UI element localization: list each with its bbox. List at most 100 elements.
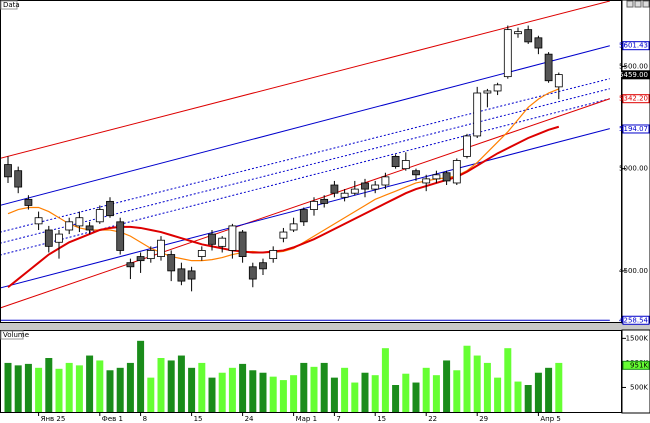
volume-bar [432, 375, 440, 412]
candle-body [75, 217, 84, 227]
candle-body [218, 237, 227, 247]
y-tick-label: 5000.00 [619, 165, 648, 173]
candle-body [136, 256, 145, 262]
x-tick-label: 8 [143, 415, 147, 423]
volume-bar [545, 367, 553, 412]
volume-bar [137, 340, 145, 412]
candle-body [4, 164, 12, 178]
candle-body [146, 250, 155, 260]
volume-bar [473, 355, 481, 412]
volume-bar [412, 382, 420, 412]
candle-body [381, 176, 390, 186]
volume-bar [310, 366, 318, 412]
price-label-box [622, 94, 650, 104]
volume-bar [361, 372, 369, 412]
candle-body [391, 155, 400, 168]
volume-bar [259, 372, 267, 412]
candle-body [289, 223, 298, 231]
candle-body [544, 53, 553, 82]
volume-bar [4, 362, 12, 412]
candle-body [452, 160, 461, 184]
price-label: 5459.00 [619, 71, 648, 79]
price-label-box [622, 124, 650, 134]
candle-body [259, 262, 267, 270]
candle-body [493, 84, 502, 92]
volume-bar [75, 365, 83, 412]
volume-bar [330, 377, 338, 412]
volume-bar [198, 362, 206, 412]
candle-body [371, 184, 380, 190]
candle-body [310, 200, 318, 210]
volume-bar [116, 367, 124, 412]
volume-bar [341, 367, 349, 412]
panel-button[interactable] [626, 0, 634, 8]
y-tick-label: 4500.00 [619, 267, 648, 275]
volume-bar [177, 355, 185, 412]
x-tick-label: 15 [194, 415, 203, 423]
volume-label-box [622, 360, 650, 370]
x-tick-label: Янв 25 [41, 415, 66, 423]
volume-bar [65, 362, 73, 412]
candle-body [422, 178, 431, 184]
y-tick-label: 1500K [626, 334, 649, 342]
candle-body [187, 270, 196, 280]
title-box [0, 330, 24, 340]
candle-body [524, 29, 533, 43]
volume-bar [514, 381, 522, 412]
volume-title: Volume [3, 331, 29, 339]
candle-body [106, 200, 114, 217]
volume-label: 951K [630, 361, 648, 369]
volume-bar [351, 382, 359, 412]
candle-body [554, 74, 563, 88]
volume-bar [555, 362, 563, 412]
x-tick-label: 7 [336, 415, 340, 423]
candle-body [248, 266, 257, 280]
panel-button[interactable] [642, 0, 650, 8]
candle-body [320, 198, 329, 204]
volume-bar [279, 380, 287, 412]
panel-button[interactable] [634, 0, 642, 8]
volume-bar [208, 377, 216, 412]
title-box [0, 0, 18, 10]
candle-body [95, 209, 104, 223]
candle-body [330, 184, 339, 194]
candle-body [55, 233, 63, 243]
volume-bar [443, 360, 451, 412]
volume-bar [269, 376, 277, 412]
y-tick-label: 5500.00 [619, 62, 648, 70]
x-tick-label: 15 [377, 415, 386, 423]
volume-bar [463, 345, 471, 412]
volume-bar [534, 372, 542, 412]
candle-body [34, 217, 43, 225]
candle-body [463, 135, 471, 157]
volume-bar [106, 370, 114, 412]
candle-body [412, 170, 420, 176]
candle-body [514, 31, 522, 35]
candle-body [126, 262, 135, 268]
price-label-box [622, 315, 650, 325]
price-label-box [622, 41, 650, 51]
price-label: 5601.43 [619, 42, 648, 50]
volume-bar [453, 370, 461, 412]
trendline [1, 98, 610, 309]
candle-body [361, 182, 369, 190]
candle-body [116, 221, 125, 251]
volume-bar [300, 362, 308, 412]
candle-body [177, 268, 186, 282]
volume-bar [371, 375, 379, 412]
volume-bar [228, 367, 236, 412]
candle-body [44, 229, 53, 247]
y-tick-label: 500K [630, 383, 648, 391]
x-tick-label: Мар 1 [296, 415, 317, 423]
price-label-box [622, 70, 650, 80]
volume-bar [167, 360, 175, 412]
volume-bar [392, 385, 400, 412]
chart-title: Data [3, 1, 20, 9]
candle-body [228, 225, 237, 251]
candle-body [208, 233, 216, 245]
x-tick-label: Фев 1 [102, 415, 123, 423]
volume-bar [381, 348, 389, 412]
x-tick-label: Апр 5 [540, 415, 561, 423]
volume-bar [483, 362, 491, 412]
